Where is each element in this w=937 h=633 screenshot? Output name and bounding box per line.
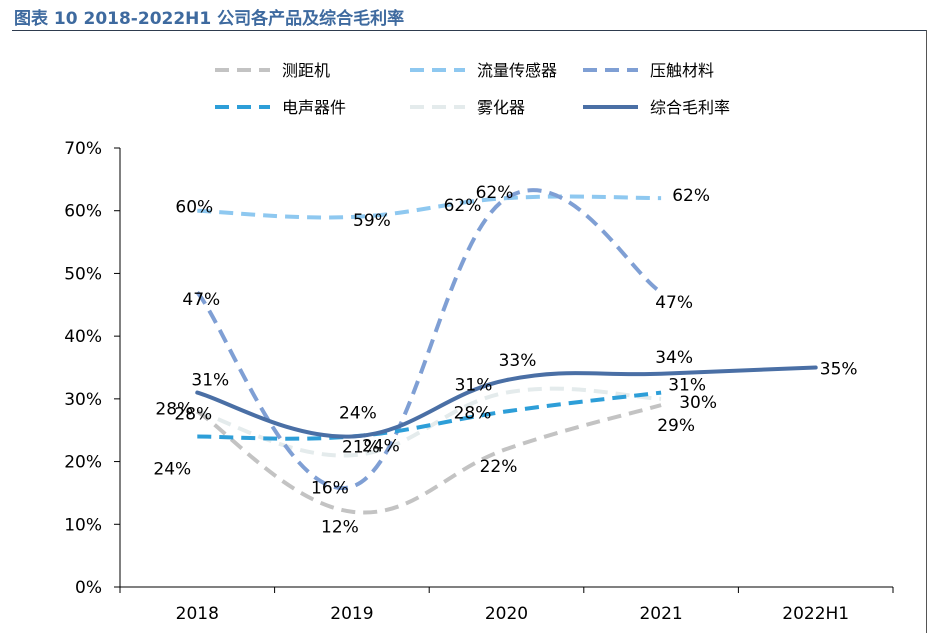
legend-label: 综合毛利率 bbox=[650, 98, 730, 117]
frame-right-border bbox=[926, 30, 927, 633]
legend-label: 测距机 bbox=[282, 61, 330, 80]
data-label: 47% bbox=[182, 290, 220, 310]
data-label: 28% bbox=[454, 403, 492, 423]
data-label: 33% bbox=[499, 351, 537, 371]
y-tick-label: 60% bbox=[64, 202, 102, 222]
data-label: 29% bbox=[657, 416, 695, 436]
data-label: 24% bbox=[339, 403, 377, 423]
data-label: 21% bbox=[342, 437, 380, 457]
x-tick-label: 2020 bbox=[485, 604, 528, 624]
data-label: 35% bbox=[820, 360, 858, 380]
data-label: 62% bbox=[476, 183, 514, 203]
data-label: 34% bbox=[655, 348, 693, 368]
legend-label: 电声器件 bbox=[282, 98, 346, 117]
y-tick-label: 20% bbox=[64, 453, 102, 473]
data-label: 28% bbox=[174, 404, 212, 424]
x-tick-label: 2019 bbox=[330, 604, 373, 624]
data-label: 31% bbox=[191, 371, 229, 391]
data-label: 31% bbox=[668, 376, 706, 396]
y-tick-label: 50% bbox=[64, 264, 102, 284]
data-labels: 28%12%22%29%60%59%62% 62%47%16%62%47%24%2… bbox=[153, 183, 857, 538]
legend-label: 压触材料 bbox=[650, 61, 714, 80]
data-label: 24% bbox=[362, 436, 400, 456]
series-line-0 bbox=[196, 403, 662, 515]
data-label: 47% bbox=[655, 293, 693, 313]
series-line-5 bbox=[195, 365, 818, 439]
y-tick-label: 70% bbox=[64, 139, 102, 159]
series-line-3 bbox=[197, 390, 662, 441]
data-label: 30% bbox=[679, 393, 717, 413]
title-divider bbox=[12, 30, 927, 31]
x-tick-label: 2021 bbox=[639, 604, 682, 624]
y-tick-label: 10% bbox=[64, 515, 102, 535]
series-line-1 bbox=[197, 194, 662, 220]
axes: 0% 10% 20% 30% 40% 50% 60% 70% 2018 2019 2020 2021 2… bbox=[64, 139, 894, 624]
data-label: 12% bbox=[321, 518, 359, 538]
data-label: 60% bbox=[175, 198, 213, 218]
data-label: 31% bbox=[455, 376, 493, 396]
chart-title: 图表 10 2018-2022H1 公司各产品及综合毛利率 bbox=[14, 9, 405, 29]
x-tick-label: 2018 bbox=[176, 604, 219, 624]
x-tick-label: 2022H1 bbox=[782, 604, 849, 624]
data-label: 22% bbox=[480, 457, 518, 477]
legend-label: 流量传感器 bbox=[477, 61, 557, 80]
data-label: 62% bbox=[672, 186, 710, 206]
data-label: 62% bbox=[444, 196, 482, 216]
y-tick-label: 40% bbox=[64, 327, 102, 347]
series-lines bbox=[195, 188, 818, 515]
y-tick-label: 0% bbox=[75, 578, 102, 598]
y-tick-label: 30% bbox=[64, 390, 102, 410]
series-line-2 bbox=[195, 188, 663, 491]
data-label: 59% bbox=[353, 211, 391, 231]
data-label: 16% bbox=[311, 479, 349, 499]
data-label: 28% bbox=[155, 399, 193, 419]
data-label: 24% bbox=[153, 459, 191, 479]
legend-label: 雾化器 bbox=[477, 98, 525, 117]
